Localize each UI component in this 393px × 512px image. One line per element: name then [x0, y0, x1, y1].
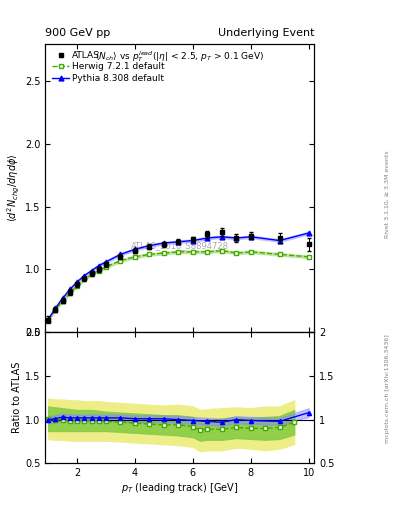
Text: Underlying Event: Underlying Event [218, 28, 314, 38]
Text: ATLAS_2010_S8894728: ATLAS_2010_S8894728 [131, 241, 229, 250]
Text: Rivet 3.1.10, ≥ 3.3M events: Rivet 3.1.10, ≥ 3.3M events [385, 151, 389, 239]
Text: 900 GeV pp: 900 GeV pp [45, 28, 110, 38]
Y-axis label: Ratio to ATLAS: Ratio to ATLAS [12, 362, 22, 434]
X-axis label: $p_T$ (leading track) [GeV]: $p_T$ (leading track) [GeV] [121, 481, 239, 495]
Text: $\langle N_{ch}\rangle$ vs $p_T^{lead}$(|$\eta$| < 2.5, $p_T$ > 0.1 GeV): $\langle N_{ch}\rangle$ vs $p_T^{lead}$(… [95, 49, 264, 64]
Legend: ATLAS, Herwig 7.2.1 default, Pythia 8.308 default: ATLAS, Herwig 7.2.1 default, Pythia 8.30… [50, 48, 167, 86]
Y-axis label: $\langle d^2 N_{chg}/d\eta d\phi \rangle$: $\langle d^2 N_{chg}/d\eta d\phi \rangle… [6, 154, 22, 222]
Text: mcplots.cern.ch [arXiv:1306.3436]: mcplots.cern.ch [arXiv:1306.3436] [385, 335, 389, 443]
